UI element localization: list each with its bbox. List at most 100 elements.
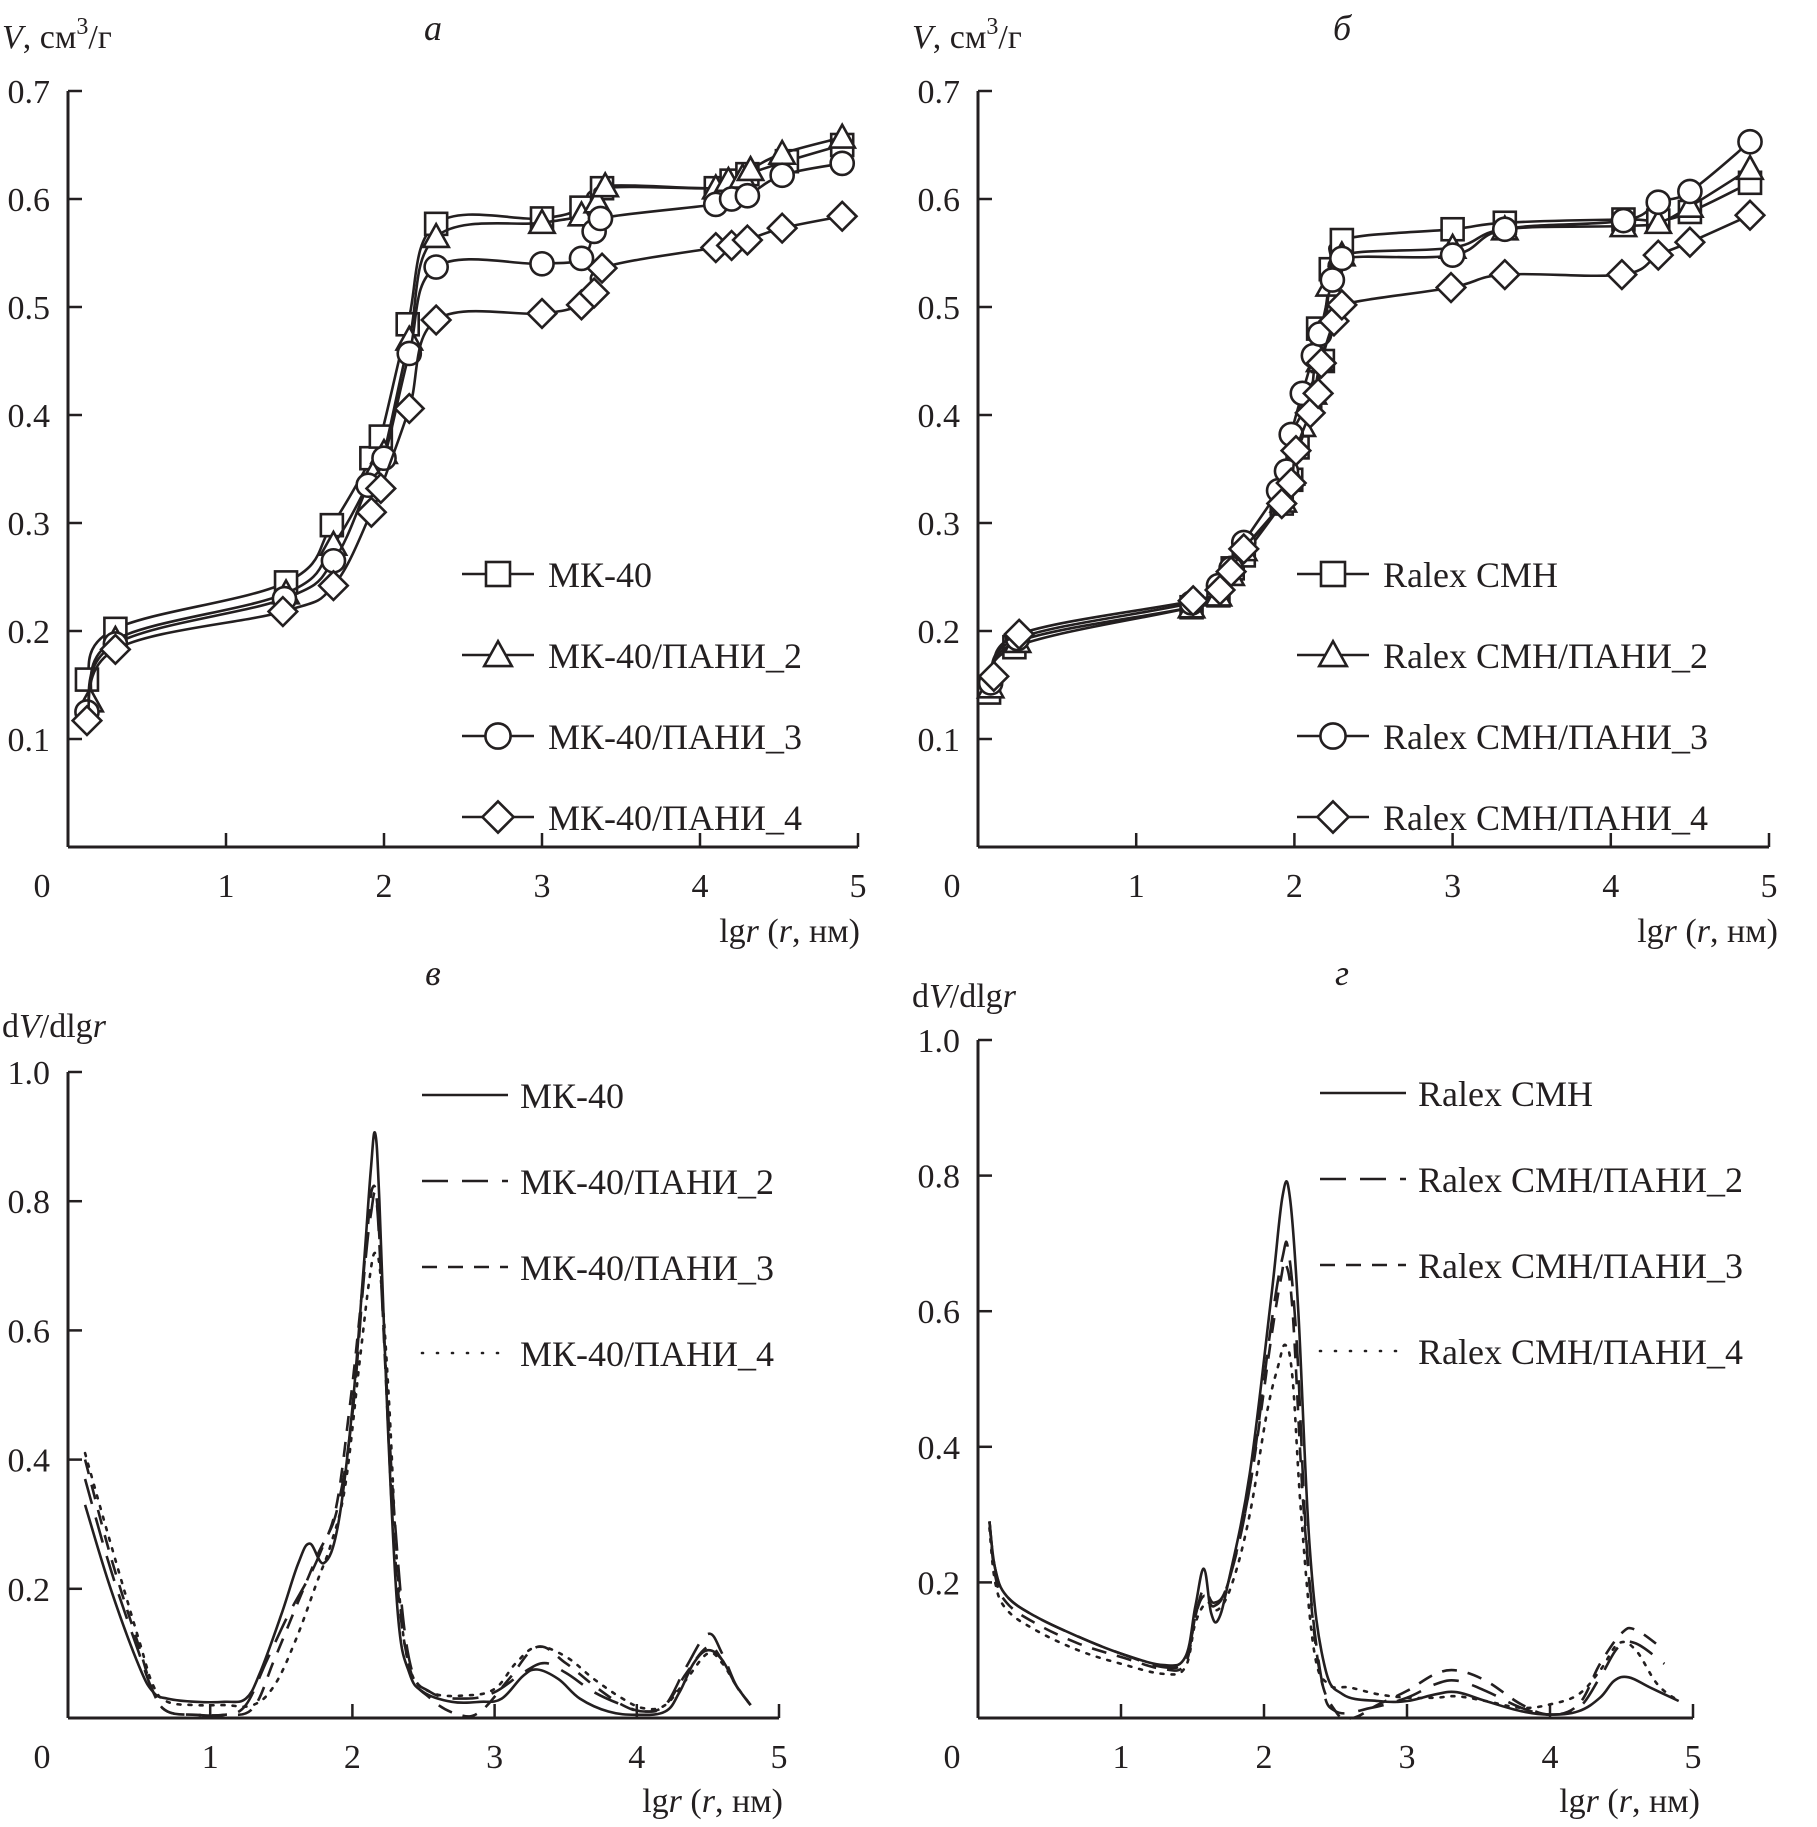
legend-label: МК-40/ПАНИ_2 [548,636,802,676]
diamond-marker [1605,258,1639,291]
y-tick-label: 0.8 [918,1159,961,1196]
diamond-marker [1301,377,1335,410]
x-tick-label: 3 [1399,1739,1416,1776]
circle-marker [1610,207,1637,234]
y-axis-title-d: d [912,978,929,1015]
x-tick-label: 0 [944,868,961,905]
panel-letter: г [1335,953,1349,993]
triangle-marker [527,207,557,235]
y-tick-label: 0.1 [918,722,961,759]
circle-marker [1491,216,1518,243]
y-tick-label: 0.6 [8,1313,51,1350]
diamond-marker [1002,618,1036,651]
diamond-marker [1279,434,1313,467]
x-axis-title-lg: lg [642,1783,668,1820]
diamond-marker [393,392,426,425]
triangle-marker [1735,153,1765,181]
x-axis-title-lg: lg [719,913,745,950]
y-tick-label: 1.0 [8,1055,51,1092]
x-axis-title-r: r [746,913,760,950]
series-line [988,1240,1666,1716]
y-tick-label: 0.6 [8,182,51,219]
x-axis-title-r2: r [1619,1783,1633,1820]
x-tick-label: 2 [376,868,393,905]
diamond-marker [1673,226,1707,259]
legend-label: Ralex CMH/ПАНИ_2 [1383,636,1708,676]
x-tick-label: 2 [344,1739,361,1776]
diamond-marker [266,595,300,628]
legend-item: Ralex CMH/ПАНИ_2 [1320,1160,1743,1200]
panel-letter: б [1333,8,1353,48]
circle-marker [1329,245,1355,272]
x-axis-title-paren: ( [759,913,779,950]
series-0 [74,132,855,692]
x-axis-title: lgr (r, нм) [642,1783,783,1820]
y-tick-label: 0.2 [8,614,51,651]
circle-marker [396,340,423,367]
x-axis-title-r2: r [1697,913,1711,950]
circle-marker [1677,178,1703,205]
x-tick-label: 2 [1286,868,1303,905]
diamond-marker [826,200,859,233]
x-tick-label: 5 [1761,868,1778,905]
x-tick-label: 4 [692,868,709,905]
series-line [83,1130,752,1717]
x-tick-label: 4 [1602,868,1619,905]
y-tick-label: 0.5 [8,290,51,327]
x-axis-title: lgr (r, нм) [1559,1783,1700,1820]
diamond-marker [99,633,132,666]
series-line [992,214,1751,678]
panel-letter: в [425,953,441,993]
diamond-marker [977,660,1010,693]
triangle-marker [1316,638,1350,668]
series-line [988,1260,1666,1721]
y-tick-label: 1.0 [918,1023,961,1060]
y-tick-label: 0.7 [918,74,961,111]
y-axis-title: V, см3/г [2,14,112,56]
circle-marker [320,547,347,574]
legend-label: Ralex CMH [1418,1074,1593,1114]
y-tick-label: 0.1 [8,722,51,759]
x-tick-label: 3 [486,1739,503,1776]
triangle-marker [827,122,858,149]
circle-marker [529,250,555,277]
y-tick-label: 0.6 [918,182,961,219]
triangle-marker [590,170,621,198]
x-tick-label: 3 [534,868,551,905]
series-line [989,140,1751,684]
x-axis-title-r: r [669,1783,683,1820]
square-marker [484,560,512,588]
diamond-marker [355,496,388,529]
diamond-marker [1177,584,1210,617]
panel-b: б V, см3/г 0.1 0.2 0.3 0.4 0.5 0.6 0.7 0 1 2 3 4 5 lgr … [912,8,1778,950]
panel-letter: а [424,8,442,48]
y-tick-label: 0.2 [918,614,961,651]
y-axis-title: dV/dlgr [912,978,1017,1015]
series-2 [83,1184,752,1718]
diamond-marker [1434,271,1468,304]
legend-item: Ralex CMH [1320,1074,1593,1114]
diamond-marker [420,303,453,337]
series-line [83,1184,752,1718]
x-tick-label: 5 [850,868,867,905]
circle-marker [587,205,614,232]
x-axis-title-r2: r [702,1783,716,1820]
y-axis-title-r: r [1003,978,1017,1015]
legend-item: МК-40/ПАНИ_4 [420,1334,774,1374]
series-line [83,1251,752,1711]
legend-item: Ralex CMH/ПАНИ_3 [1320,1246,1743,1286]
legend-label: Ralex CMH/ПАНИ_2 [1418,1160,1743,1200]
legend-label: МК-40 [520,1076,624,1116]
x-tick-label: 5 [771,1739,788,1776]
circle-marker [734,182,761,209]
y-tick-label: 0.4 [8,398,51,435]
series-0 [83,1130,752,1717]
legend-label: Ralex CMH/ПАНИ_4 [1418,1332,1743,1372]
diamond-marker [364,472,397,505]
y-tick-label: 0.6 [918,1294,961,1331]
legend-item: МК-40/ПАНИ_3 [462,717,802,757]
legend-item: МК-40 [462,555,652,595]
y-axis-title: dV/dlgr [2,1008,107,1045]
